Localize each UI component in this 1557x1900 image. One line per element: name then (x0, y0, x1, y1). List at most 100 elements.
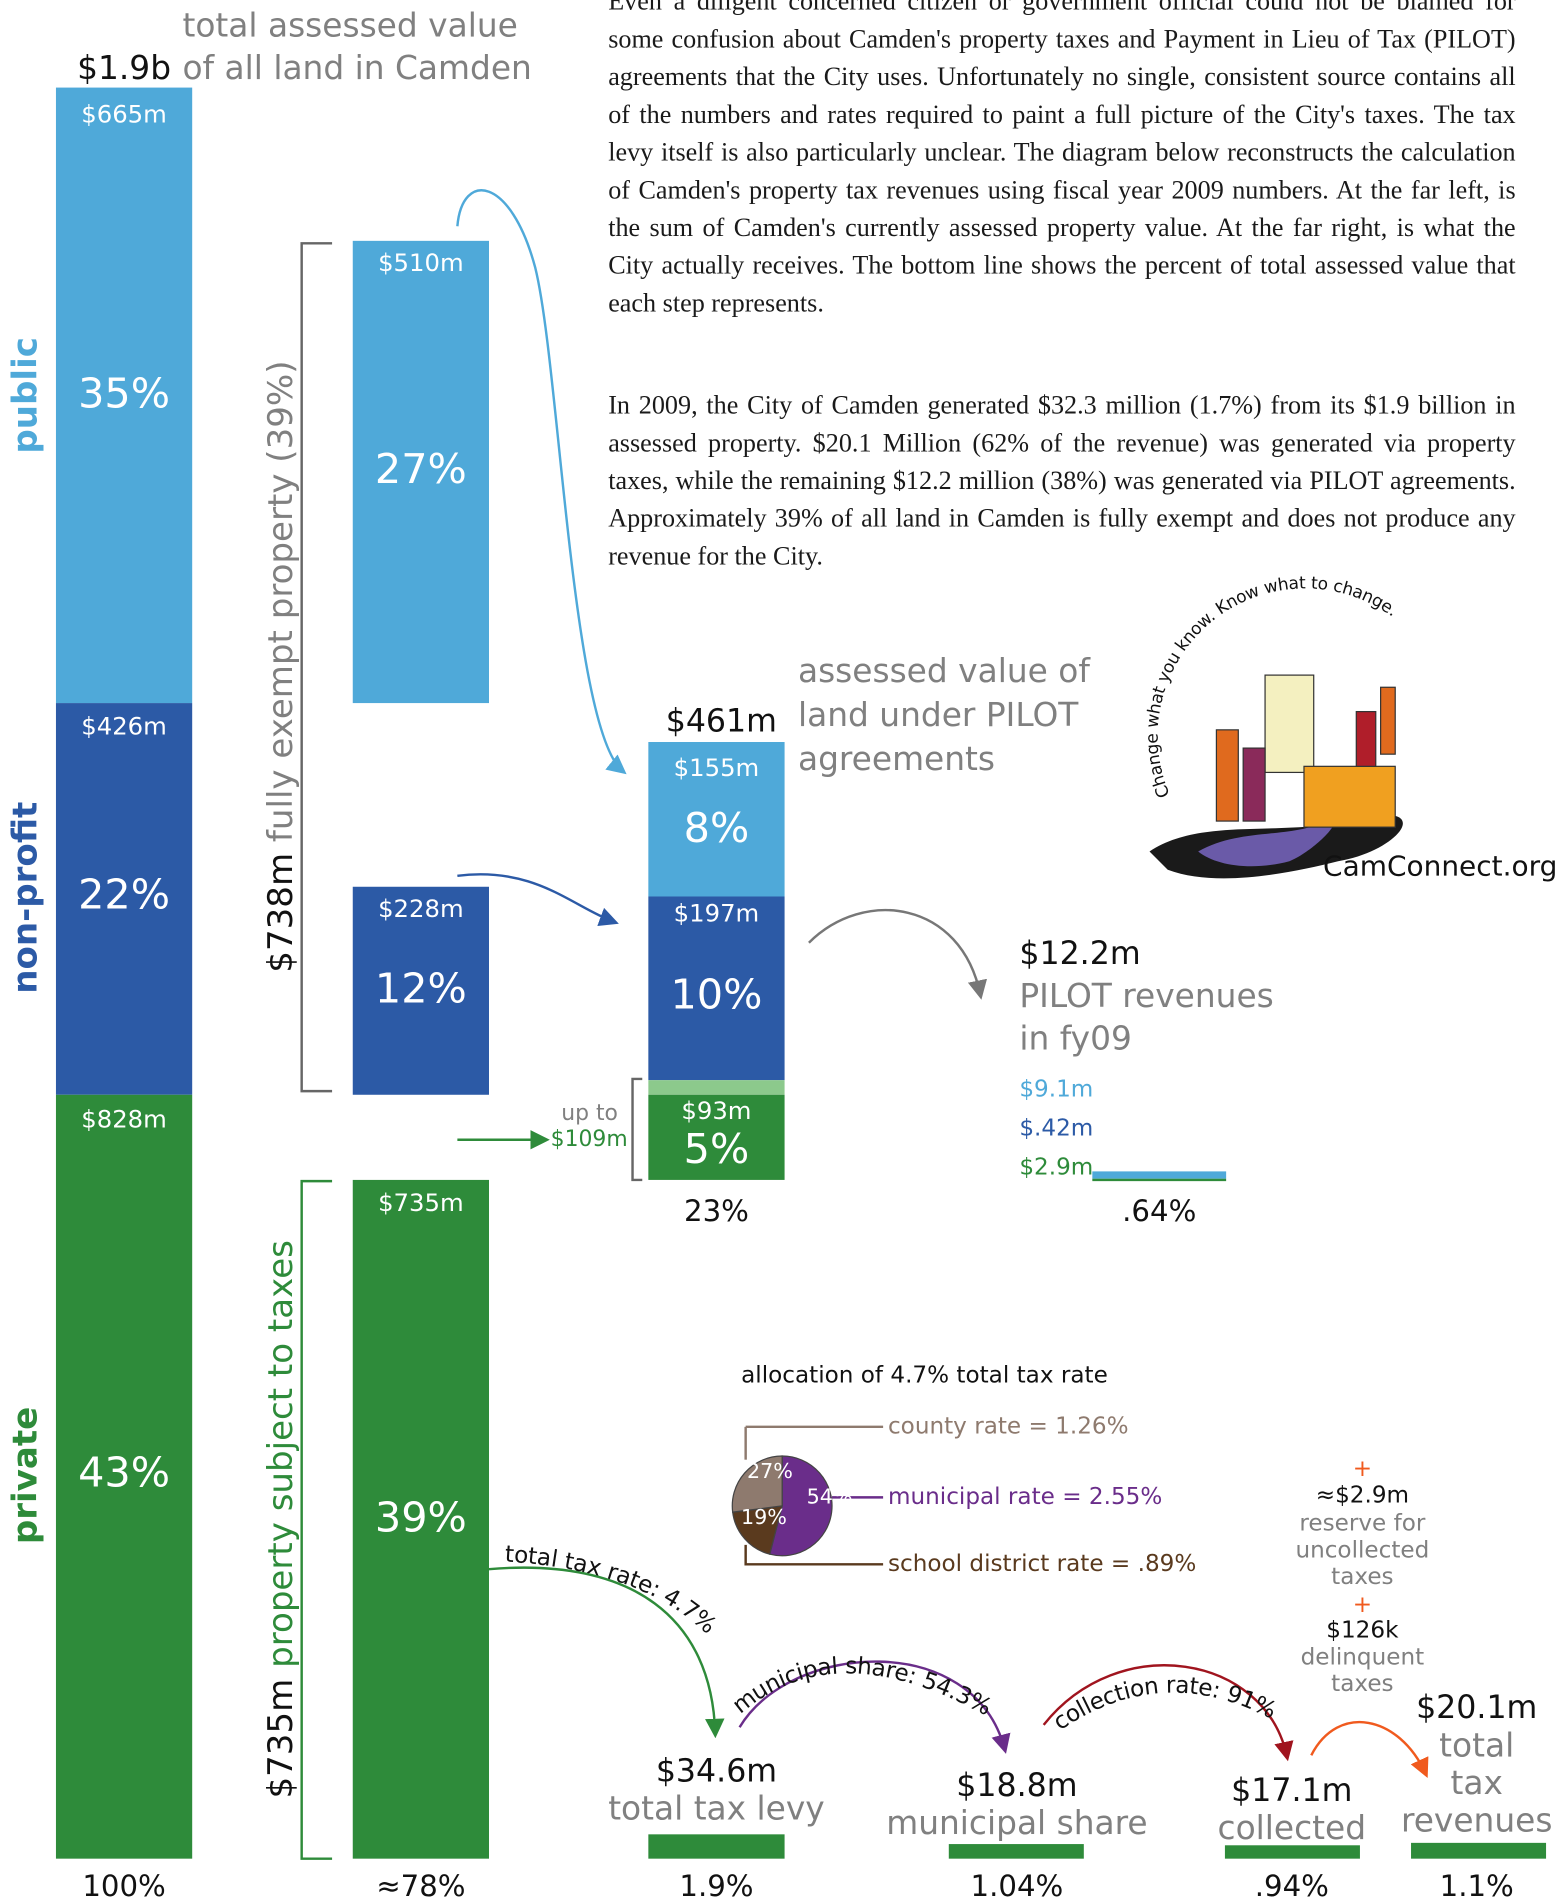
total-column-private-percent: 43% (78, 1449, 170, 1497)
split-column-exempt-label-text: fully exempt property (39%) (261, 360, 301, 852)
logo-building (1265, 675, 1314, 772)
pilot-land-nonprofit-percent: 10% (671, 970, 763, 1018)
intro-paragraph: Even a diligent concerned citizen or gov… (608, 0, 1515, 322)
flow-additions-reserve-label-1: uncollected (1295, 1537, 1429, 1563)
pilot-land-nonprofit-amount: $197m (674, 899, 760, 928)
bracket-taxable (302, 1181, 332, 1859)
logo-name: CamConnect.org (1323, 849, 1557, 882)
flow-steps-3-amount: $20.1m (1416, 1690, 1537, 1726)
arrow-pilot (809, 910, 981, 995)
flow-steps-0-arrow: total tax rate: 4.7% (504, 1541, 721, 1639)
pilot-revenue-nonprofit: $.42m (1019, 1115, 1093, 1141)
tax-rate-school-share: 19% (741, 1505, 787, 1529)
logo (1150, 675, 1403, 878)
tax-rate-school-label: school district rate = .89% (888, 1551, 1196, 1577)
flow-additions-reserve-label-2: taxes (1331, 1564, 1393, 1590)
pilot-land-private-note-1: $109m (551, 1127, 628, 1152)
total-column-private-amount: $828m (81, 1104, 167, 1133)
flow-additions-delinquent-label-0: delinquent (1301, 1644, 1425, 1670)
bar-municipal (949, 1844, 1084, 1859)
split-column-exempt-nonprofit-percent: 12% (375, 964, 467, 1012)
categories-public: public (5, 337, 45, 454)
flow-steps-0-amount: $34.6m (656, 1753, 777, 1789)
flow-steps-0-footer: 1.9% (679, 1869, 753, 1900)
split-column-exempt-nonprofit-amount: $228m (378, 894, 464, 923)
bracket-exempt (302, 243, 332, 1091)
total-column-public-amount: $665m (81, 100, 167, 129)
tax-rate-municipal-label: municipal rate = 2.55% (888, 1484, 1162, 1510)
total-column-nonprofit-amount: $426m (81, 711, 167, 740)
pilot-revenue-label-1: in fy09 (1019, 1020, 1132, 1058)
pilot-land-private-percent: 5% (684, 1125, 750, 1173)
bar-collected (1225, 1845, 1360, 1858)
intro-paragraph: In 2009, the City of Camden generated $3… (608, 387, 1515, 576)
split-column-exempt-public-amount: $510m (378, 248, 464, 277)
flow-additions-plus-1: + (1353, 1592, 1372, 1618)
bar-pilot-revenue-private (1092, 1179, 1226, 1181)
flow-steps-2-amount: $17.1m (1231, 1773, 1352, 1809)
flow-steps-1-footer: 1.04% (971, 1869, 1064, 1900)
flow-additions-delinquent-label-1: taxes (1331, 1671, 1393, 1697)
split-column-taxable-percent: 39% (375, 1494, 467, 1542)
total-column-public-percent: 35% (78, 370, 170, 418)
split-column-taxable-amount: $735m (378, 1188, 464, 1217)
page: total assessed value $1.9b of all land in … (0, 0, 1557, 1900)
pilot-land-private-amount: $93m (681, 1096, 751, 1125)
flow-steps-2-footer: .94% (1255, 1869, 1329, 1900)
pilot-land-title-2: agreements (798, 740, 995, 778)
split-column-taxable-label-amount: $735m (261, 1679, 301, 1799)
logo-building (1304, 766, 1395, 827)
tax-rate-county-share: 27% (747, 1459, 793, 1483)
header-title-line2: of all land in Camden (182, 49, 531, 87)
flow-steps-2-arrow: collection rate: 91% (1049, 1672, 1281, 1735)
flow-additions-plus-0: + (1353, 1456, 1372, 1482)
pilot-land-title-0: assessed value of (798, 652, 1091, 690)
pilot-land-public-percent: 8% (684, 804, 750, 852)
pilot-revenue-public: $9.1m (1019, 1076, 1093, 1102)
logo-building (1381, 687, 1396, 754)
pilot-land-private-note-0: up to (561, 1101, 618, 1126)
arrow-revenue (1311, 1722, 1425, 1773)
pilot-revenue-amount: $12.2m (1019, 936, 1140, 972)
bar-levy (648, 1834, 784, 1858)
pilot-land-total: $461m (666, 704, 777, 740)
arrow-label: collection rate: 91% (1049, 1672, 1281, 1735)
pilot-revenue-footer: .64% (1122, 1194, 1196, 1228)
arrow-label: total tax rate: 4.7% (504, 1541, 721, 1639)
categories-nonprofit: non-profit (5, 802, 45, 994)
split-column-footer: ≈78% (376, 1869, 465, 1900)
rotated-label: $738m fully exempt property (39%) (261, 360, 301, 972)
flow-steps-3-label-0: total (1439, 1726, 1514, 1764)
flow-steps-1-amount: $18.8m (956, 1768, 1077, 1804)
categories-private: private (5, 1407, 45, 1544)
logo-building (1243, 748, 1265, 821)
pilot-revenue-private: $2.9m (1019, 1154, 1093, 1180)
logo-building (1216, 730, 1238, 821)
bar-pilot-private-upper (648, 1080, 784, 1095)
flow-steps-2-label-0: collected (1218, 1809, 1367, 1847)
split-column-exempt-public-percent: 27% (375, 445, 467, 493)
flow-steps-1-arrow: municipal share: 54.3% (727, 1653, 996, 1721)
flow-steps-3-label-2: revenues (1401, 1802, 1553, 1840)
pilot-revenue-label-0: PILOT revenues (1019, 977, 1273, 1015)
flow-steps-3-footer: 1.1% (1440, 1869, 1514, 1900)
flow-additions-reserve-amount: ≈$2.9m (1316, 1483, 1409, 1509)
pilot-land-title-1: land under PILOT (798, 696, 1079, 734)
arrow-label: municipal share: 54.3% (727, 1653, 996, 1721)
tax-rate-county-label: county rate = 1.26% (888, 1413, 1129, 1439)
header-title-line1: total assessed value (182, 6, 517, 44)
tax-rate-municipal-share: 54% (807, 1484, 853, 1508)
flow-additions-reserve-label-0: reserve for (1299, 1511, 1425, 1537)
flow-steps-0-label-0: total tax levy (608, 1790, 825, 1828)
bracket-pilot-private (633, 1079, 643, 1180)
flow-additions-delinquent-amount: $126k (1326, 1618, 1399, 1644)
rotated-label: $735m property subject to taxes (261, 1240, 301, 1798)
header-total: $1.9b (77, 49, 171, 87)
total-column-nonprofit-percent: 22% (78, 871, 170, 919)
pilot-land-footer: 23% (684, 1194, 749, 1228)
split-column-exempt-label-amount: $738m (261, 853, 301, 973)
total-column-footer: 100% (82, 1869, 165, 1900)
tax-rate-title: allocation of 4.7% total tax rate (741, 1362, 1108, 1388)
flow-steps-1-label-0: municipal share (886, 1804, 1147, 1842)
bar-revenues (1411, 1843, 1546, 1859)
